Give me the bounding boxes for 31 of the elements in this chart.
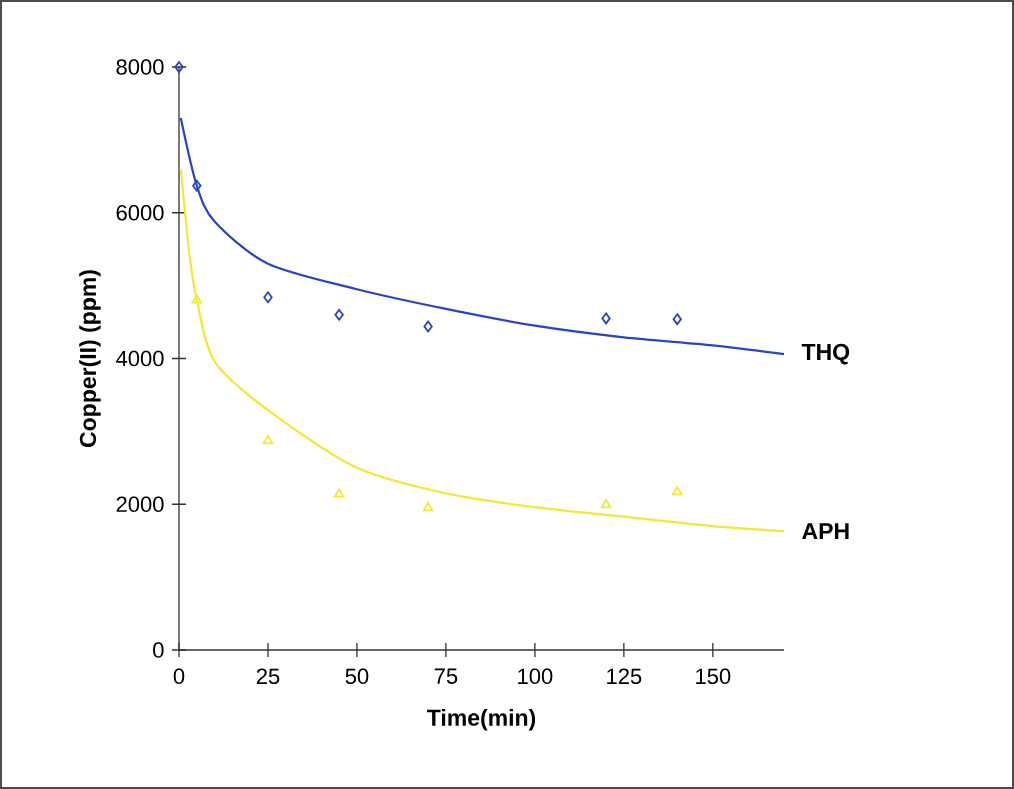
point	[601, 312, 611, 325]
line-series	[179, 167, 786, 533]
point	[191, 294, 203, 304]
point	[333, 488, 345, 498]
x-tick-label: 50	[345, 668, 369, 685]
x-tick-label: 25	[256, 668, 280, 685]
x-tick-label: 125	[607, 668, 642, 685]
point	[672, 313, 682, 326]
point	[423, 320, 433, 333]
y-tick-label: 8000	[116, 59, 164, 75]
point	[192, 179, 202, 192]
point	[422, 501, 434, 512]
x-axis-title: Time(min)	[427, 708, 536, 731]
point	[263, 291, 273, 304]
x-tick-label: 0	[173, 668, 185, 685]
y-tick-label: 2000	[116, 496, 164, 513]
x-tick-label: 100	[518, 668, 553, 685]
y-tick-label: 6000	[116, 204, 164, 221]
point	[672, 485, 683, 496]
y-tick-label: 4000	[116, 350, 164, 367]
point	[600, 499, 612, 509]
y-tick-label: 0	[153, 642, 164, 658]
series-label: APH	[802, 523, 849, 540]
y-axis-title: Copper(II) (ppm)	[79, 270, 101, 447]
x-tick-label: 150	[696, 668, 731, 685]
line-series	[179, 116, 786, 356]
point	[262, 434, 274, 445]
x-tick-label: 75	[434, 668, 458, 684]
point	[174, 61, 184, 73]
point	[334, 308, 344, 321]
series-label: THQ	[801, 343, 850, 365]
